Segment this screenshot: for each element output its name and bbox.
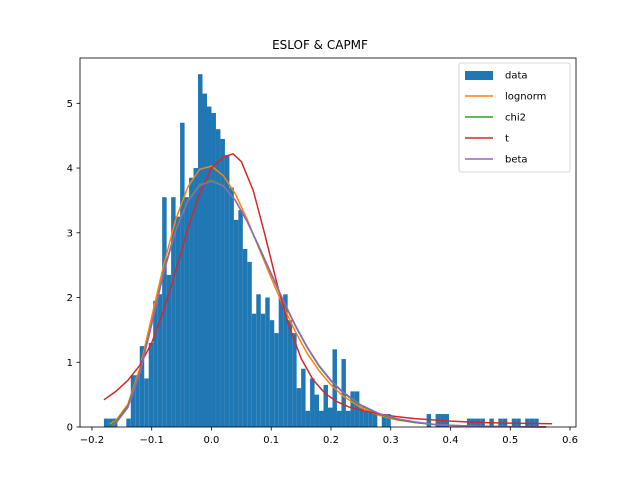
histogram-bar — [171, 197, 176, 427]
histogram-bar — [103, 418, 109, 427]
legend-swatch-data — [465, 71, 493, 80]
y-tick-label: 3 — [67, 228, 73, 239]
histogram-bar — [242, 248, 248, 427]
histogram-bar — [301, 368, 306, 427]
histogram-bar — [368, 410, 373, 427]
histogram-bar — [224, 155, 230, 427]
histogram-bar — [426, 414, 432, 427]
legend-label-t: t — [505, 134, 509, 145]
y-tick-label: 2 — [67, 293, 73, 304]
histogram-bar — [350, 391, 355, 427]
histogram-bar — [269, 320, 275, 427]
x-tick-label: 0.2 — [323, 435, 339, 446]
histogram-bar — [310, 378, 315, 427]
axes-frame — [79, 57, 577, 428]
x-tick-label: 0.3 — [383, 435, 399, 446]
histogram-bar — [157, 294, 163, 427]
y-axis: 0 1 2 3 4 5 — [67, 99, 80, 434]
histogram-bar — [323, 384, 328, 427]
histogram-bar — [265, 297, 270, 427]
histogram-bar — [211, 113, 216, 428]
histogram-bar — [305, 410, 311, 427]
histogram-bar — [153, 300, 158, 427]
histogram-bar — [148, 342, 154, 427]
histogram-bar — [175, 216, 181, 427]
histogram-bar — [251, 313, 257, 427]
histogram-bar — [466, 418, 472, 427]
histogram-bar — [381, 414, 387, 427]
legend-label-chi2: chi2 — [505, 113, 526, 124]
x-tick-label: 0.1 — [263, 435, 279, 446]
legend-box — [458, 62, 571, 173]
histogram-bar — [126, 418, 131, 427]
histogram-bar — [184, 197, 190, 427]
histogram-bar — [193, 168, 199, 428]
histogram-bar — [278, 297, 284, 427]
x-tick-label: −0.2 — [80, 435, 104, 446]
legend-label-beta: beta — [505, 155, 528, 166]
histogram-bar — [372, 414, 378, 427]
histogram-bar — [233, 219, 239, 427]
chart-title: ESLOF & CAPMF — [272, 38, 368, 52]
histogram-bar — [229, 187, 234, 427]
x-tick-label: 0.6 — [562, 435, 578, 446]
histogram-bar — [220, 138, 225, 427]
histogram-bar — [287, 320, 293, 427]
histogram-bar — [162, 197, 167, 427]
histogram-bar — [202, 93, 207, 428]
x-tick-label: 0.0 — [204, 435, 220, 446]
histogram-bar — [292, 333, 297, 427]
histogram-bar — [274, 333, 279, 427]
histogram-bar — [135, 375, 140, 427]
histogram-bar — [139, 346, 145, 427]
histogram-bar — [260, 313, 266, 427]
histogram-bar — [198, 74, 203, 428]
x-axis: −0.2 −0.1 0.0 0.1 0.2 0.3 0.4 0.5 0.6 — [80, 427, 578, 446]
histogram-bar — [206, 106, 212, 427]
x-tick-label: 0.5 — [502, 435, 518, 446]
histogram-bar — [363, 410, 369, 427]
histogram-bar — [130, 375, 136, 427]
histogram-bar — [296, 388, 302, 427]
histogram-bar — [144, 378, 149, 427]
histogram-bar — [256, 294, 261, 427]
legend-label-lognorm: lognorm — [505, 92, 546, 103]
histogram-bar — [359, 407, 364, 427]
series-line-beta — [112, 180, 547, 428]
histogram-bar — [166, 274, 172, 427]
histogram-bar — [336, 410, 342, 427]
histogram-bar — [328, 407, 333, 427]
legend: data lognorm chi2 t beta — [458, 62, 571, 173]
y-tick-label: 0 — [67, 423, 73, 434]
histogram-bar — [247, 261, 252, 427]
y-tick-label: 4 — [67, 164, 73, 175]
plot-area — [103, 74, 553, 428]
histogram-bar — [180, 122, 185, 427]
y-tick-label: 5 — [67, 99, 73, 110]
histogram-bar — [345, 410, 351, 427]
histogram-bar — [215, 129, 221, 428]
legend-label-data: data — [505, 71, 528, 82]
histogram-bar — [386, 414, 391, 427]
histogram-bar — [283, 294, 288, 427]
x-tick-label: −0.1 — [140, 435, 164, 446]
x-tick-label: 0.4 — [443, 435, 459, 446]
histogram-bar — [314, 394, 320, 427]
histogram-bar — [189, 177, 194, 427]
series-line-t — [103, 152, 553, 425]
histogram-bar — [238, 210, 243, 427]
y-tick-label: 1 — [67, 358, 73, 369]
histogram-bar — [319, 410, 324, 427]
